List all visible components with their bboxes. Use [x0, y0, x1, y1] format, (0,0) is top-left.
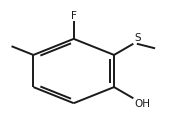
Text: OH: OH: [134, 99, 150, 109]
Text: F: F: [71, 11, 77, 21]
Text: S: S: [134, 33, 141, 43]
